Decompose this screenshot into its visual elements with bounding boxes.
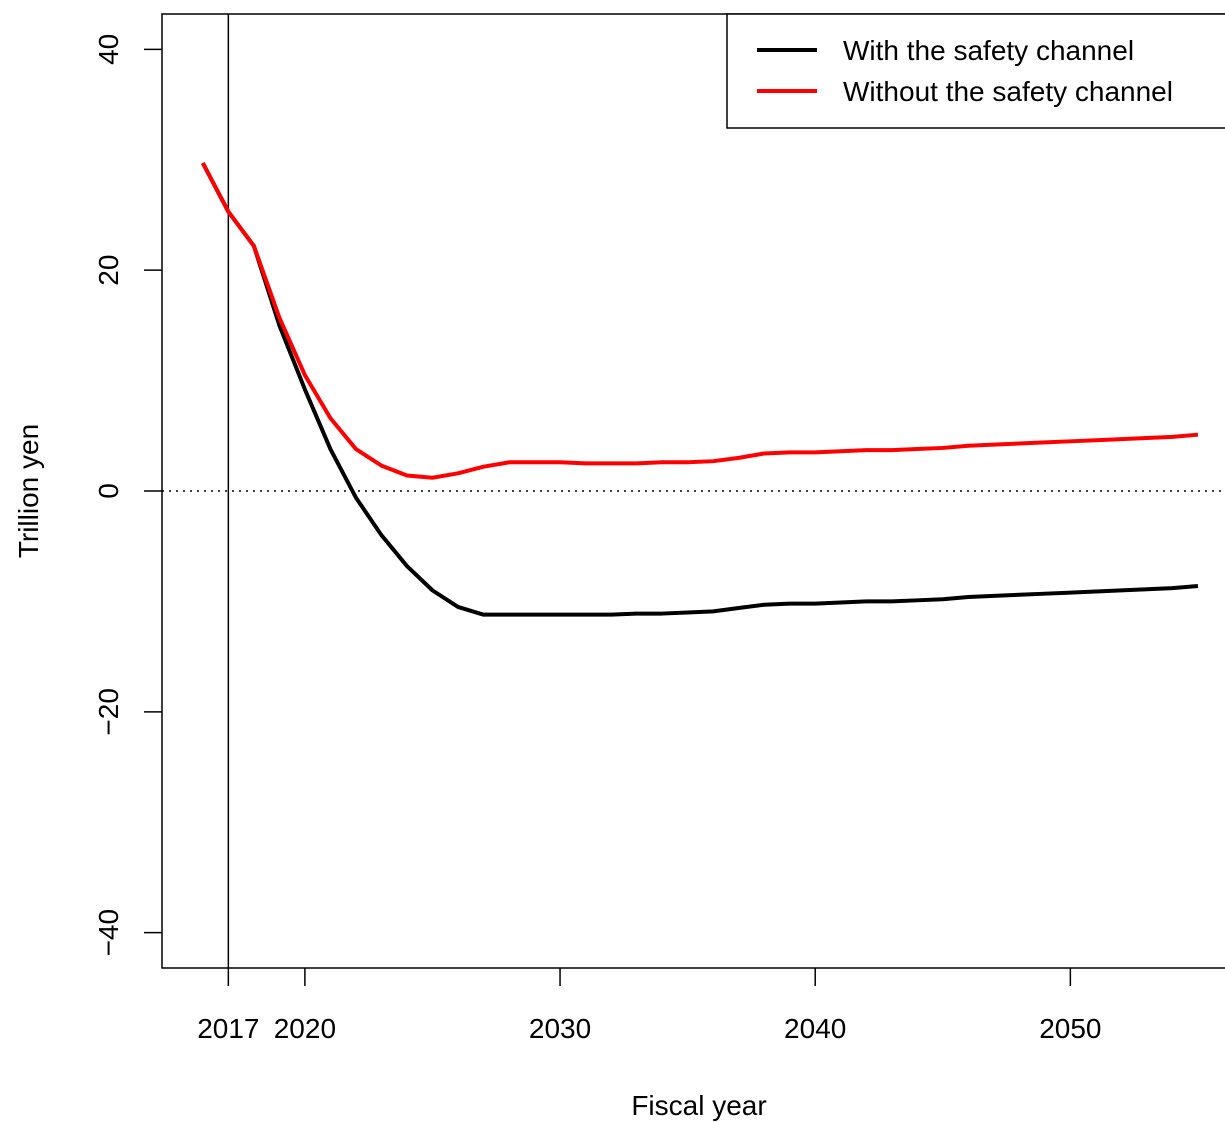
x-tick-label: 2020 (274, 1013, 336, 1044)
y-tick-label: −20 (93, 688, 124, 736)
series-line (201, 162, 1199, 480)
x-tick-label: 2050 (1039, 1013, 1101, 1044)
x-tick-label: 2040 (784, 1013, 846, 1044)
legend-box (726, 13, 1225, 129)
y-tick-label: −40 (93, 909, 124, 957)
x-tick-label: 2030 (529, 1013, 591, 1044)
legend-label: Without the safety channel (843, 76, 1173, 107)
y-tick-label: 40 (93, 34, 124, 65)
x-axis-label: Fiscal year (631, 1090, 766, 1121)
legend-label: With the safety channel (843, 35, 1134, 66)
y-tick-label: 20 (93, 255, 124, 286)
y-tick-label: 0 (93, 483, 124, 499)
series-line (201, 162, 1199, 617)
y-axis-label: Trillion yen (13, 424, 44, 558)
x-tick-label: 2017 (197, 1013, 259, 1044)
legend: With the safety channel Without the safet… (726, 13, 1225, 129)
